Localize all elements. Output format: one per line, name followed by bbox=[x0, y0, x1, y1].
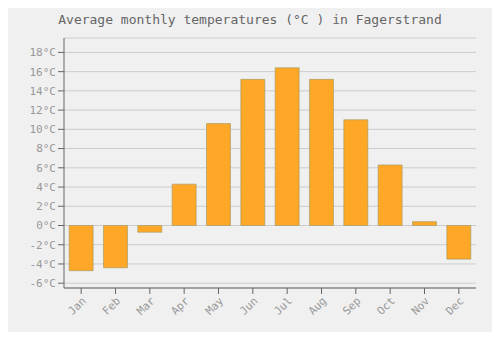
svg-text:Jul: Jul bbox=[272, 294, 295, 317]
svg-text:4°C: 4°C bbox=[36, 181, 56, 194]
svg-text:Mar: Mar bbox=[134, 294, 158, 318]
svg-text:14°C: 14°C bbox=[30, 85, 57, 98]
svg-text:Dec: Dec bbox=[443, 294, 466, 317]
svg-text:Aug: Aug bbox=[306, 294, 329, 317]
html-text:Average monthly temperatures (: Average monthly temperatures (°C ) in Fa… bbox=[58, 12, 442, 27]
svg-text:6°C: 6°C bbox=[36, 162, 56, 175]
svg-text:Oct: Oct bbox=[375, 294, 398, 317]
svg-text:-2°C: -2°C bbox=[30, 239, 57, 252]
svg-text:Feb: Feb bbox=[100, 294, 123, 317]
svg-text:2°C: 2°C bbox=[36, 200, 56, 213]
svg-text:May: May bbox=[203, 294, 227, 318]
svg-text:12°C: 12°C bbox=[30, 104, 57, 117]
svg-text:-6°C: -6°C bbox=[30, 277, 57, 290]
svg-text:Apr: Apr bbox=[169, 294, 193, 318]
svg-text:0°C: 0°C bbox=[36, 219, 56, 232]
svg-text:Jun: Jun bbox=[237, 294, 260, 317]
svg-text:10°C: 10°C bbox=[30, 123, 57, 136]
svg-text:18°C: 18°C bbox=[30, 46, 57, 59]
svg-text:Sep: Sep bbox=[340, 294, 363, 317]
svg-text:-4°C: -4°C bbox=[30, 258, 57, 271]
svg-text:Nov: Nov bbox=[409, 294, 433, 318]
svg-text:8°C: 8°C bbox=[36, 142, 56, 155]
svg-text:16°C: 16°C bbox=[30, 66, 57, 79]
svg-text:Jan: Jan bbox=[66, 294, 89, 317]
